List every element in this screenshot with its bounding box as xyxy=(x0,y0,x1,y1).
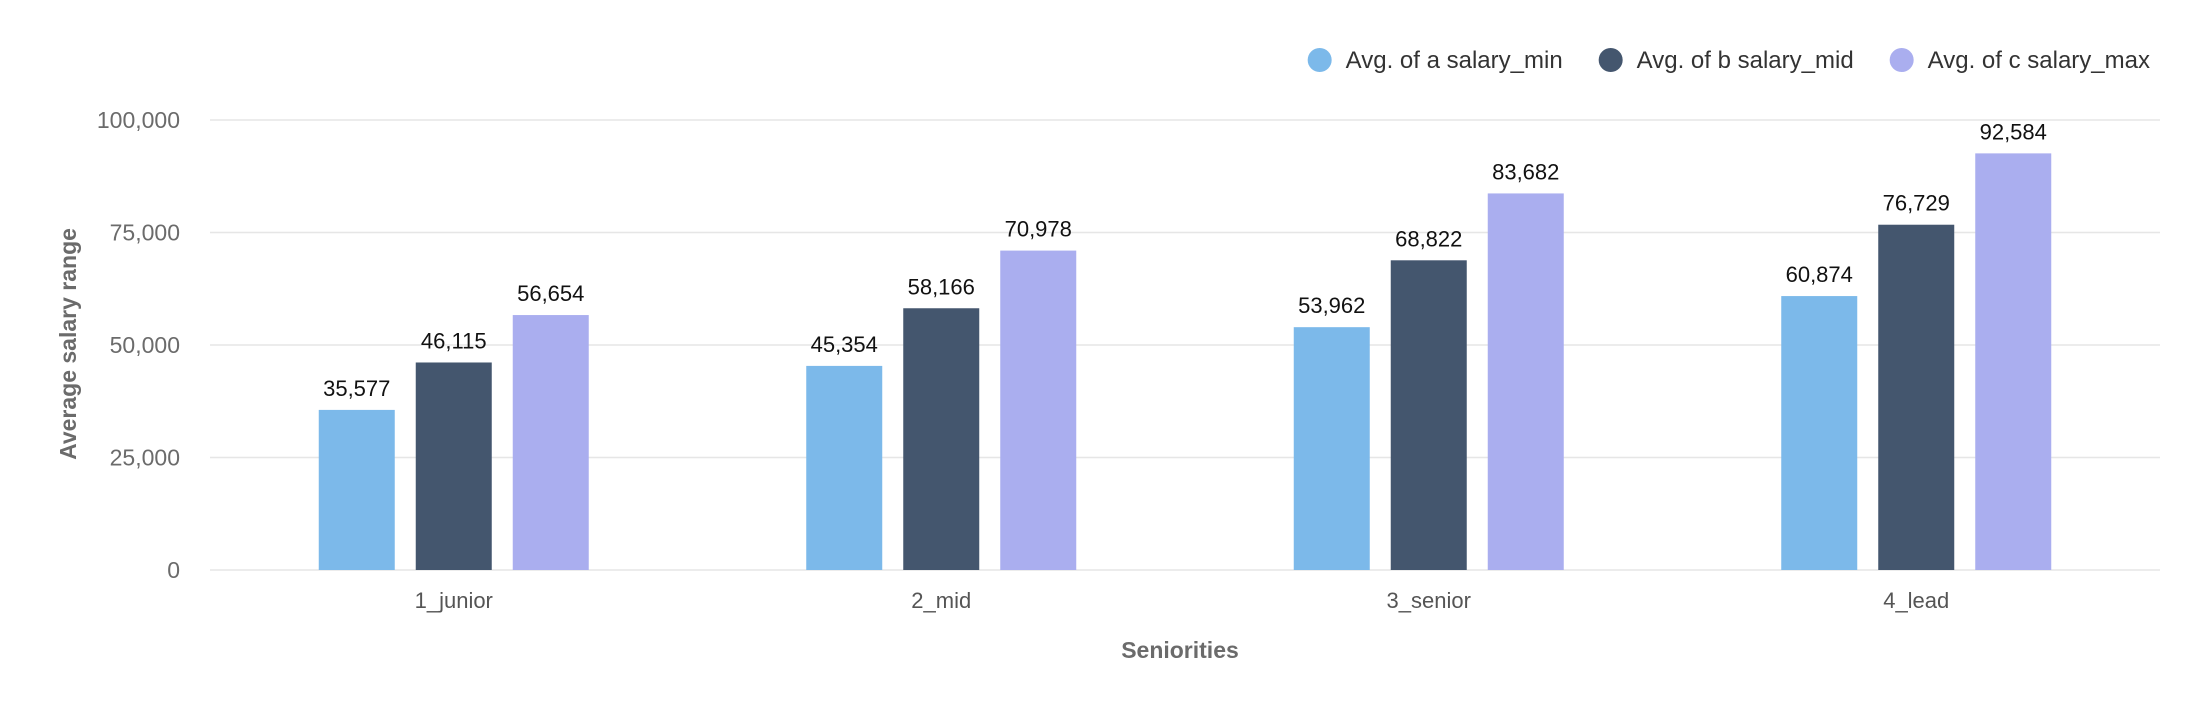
y-tick-label: 25,000 xyxy=(110,445,180,471)
legend-label: Avg. of a salary_min xyxy=(1346,47,1563,74)
data-label: 83,682 xyxy=(1492,159,1559,184)
bar[interactable] xyxy=(318,409,395,570)
x-axis-title: Seniorities xyxy=(1121,637,1239,663)
y-tick-label: 0 xyxy=(167,557,180,583)
y-axis-title: Average salary range xyxy=(55,228,81,460)
legend-item[interactable]: Avg. of c salary_max xyxy=(1889,47,2150,74)
bar[interactable] xyxy=(1487,193,1564,570)
data-label: 53,962 xyxy=(1298,293,1365,318)
bar[interactable] xyxy=(1000,250,1077,570)
bar[interactable] xyxy=(512,315,589,570)
bar[interactable] xyxy=(903,308,980,570)
bar[interactable] xyxy=(1878,224,1955,571)
bar[interactable] xyxy=(1390,260,1467,570)
x-tick-label: 4_lead xyxy=(1883,588,1949,613)
data-labels: 35,577 46,115 56,654 45,354 58,166 70,978 53,9… xyxy=(323,119,2047,401)
data-label: 46,115 xyxy=(421,328,487,353)
legend-swatch xyxy=(1598,48,1623,72)
bar[interactable] xyxy=(806,365,883,570)
x-tick-label: 2_mid xyxy=(911,588,971,613)
x-tick-label: 1_junior xyxy=(415,588,493,613)
bars xyxy=(318,153,2052,571)
data-label: 92,584 xyxy=(1980,119,2047,144)
legend-item[interactable]: Avg. of a salary_min xyxy=(1307,47,1563,74)
legend-swatch xyxy=(1307,48,1332,72)
bar[interactable] xyxy=(1975,153,2052,570)
legend: Avg. of a salary_min Avg. of b salary_mid… xyxy=(1307,47,2150,74)
data-label: 35,577 xyxy=(323,376,390,401)
legend-swatch xyxy=(1889,48,1914,72)
x-tick-label: 3_senior xyxy=(1387,588,1471,613)
y-tick-label: 100,000 xyxy=(97,107,180,133)
legend-label: Avg. of c salary_max xyxy=(1928,47,2150,74)
y-tick-label: 50,000 xyxy=(110,332,180,358)
data-label: 56,654 xyxy=(517,281,584,306)
x-axis-ticks: 1_junior 2_mid 3_senior 4_lead xyxy=(415,588,1950,613)
bar[interactable] xyxy=(415,362,492,570)
y-axis-ticks: 0 25,000 50,000 75,000 100,000 xyxy=(97,107,180,583)
data-label: 70,978 xyxy=(1005,217,1072,242)
data-label: 76,729 xyxy=(1883,191,1950,216)
data-label: 60,874 xyxy=(1786,262,1853,287)
data-label: 58,166 xyxy=(908,274,975,299)
data-label: 45,354 xyxy=(811,332,878,357)
legend-label: Avg. of b salary_mid xyxy=(1637,47,1854,74)
bar[interactable] xyxy=(1293,327,1370,570)
bar[interactable] xyxy=(1781,296,1858,570)
data-label: 68,822 xyxy=(1395,226,1462,251)
gridlines xyxy=(210,119,2160,571)
y-tick-label: 75,000 xyxy=(110,220,180,246)
legend-item[interactable]: Avg. of b salary_mid xyxy=(1598,47,1854,74)
